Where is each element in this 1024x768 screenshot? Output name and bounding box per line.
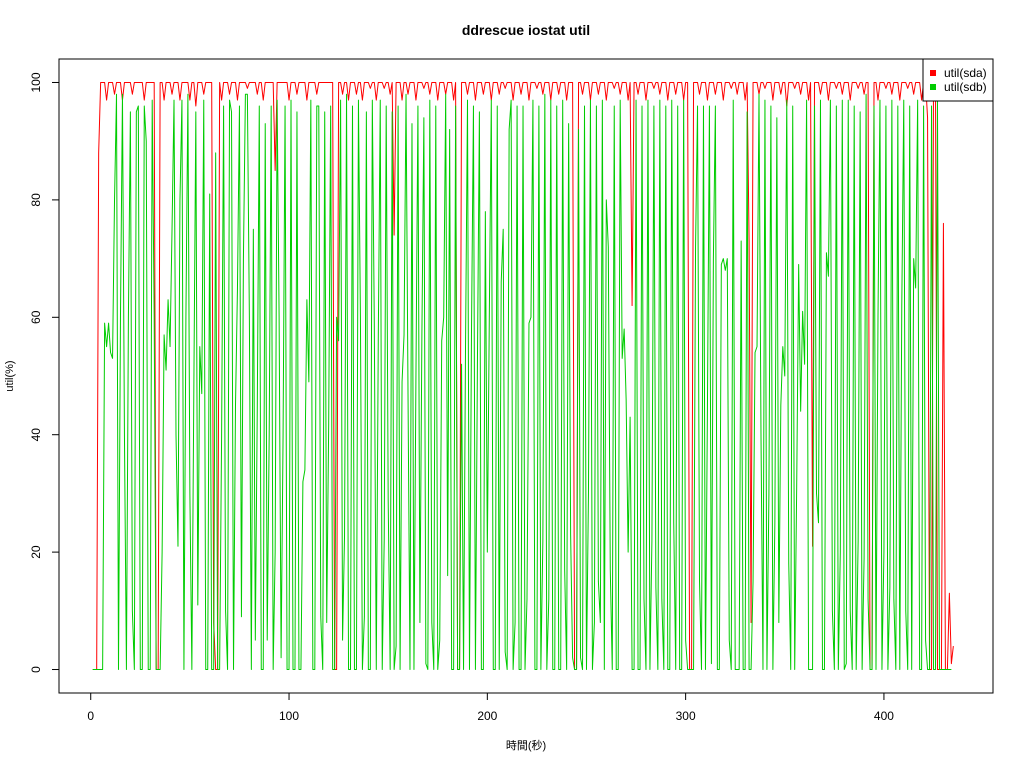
series-line-0 — [92, 81, 954, 671]
legend-swatch-sda — [930, 70, 936, 76]
legend-label-sda: util(sda) — [944, 66, 987, 80]
x-axis-label: 時間(秒) — [506, 738, 546, 752]
y-axis-label: util(%) — [4, 360, 16, 391]
series-line-1 — [92, 93, 952, 671]
legend-box — [922, 58, 994, 102]
legend: util(sda) util(sdb) — [922, 58, 994, 102]
y-tick-label: 100 — [29, 72, 43, 92]
x-tick-label: 300 — [676, 709, 696, 723]
y-tick-label: 60 — [29, 310, 43, 324]
x-tick-label: 0 — [87, 709, 94, 723]
y-axis: 0 20 40 60 80 100 — [29, 72, 60, 673]
y-tick-label: 20 — [29, 545, 43, 559]
plot-lines — [92, 81, 954, 671]
x-tick-label: 200 — [477, 709, 497, 723]
legend-label-sdb: util(sdb) — [944, 80, 987, 94]
y-tick-label: 80 — [29, 193, 43, 207]
legend-swatch-sdb — [930, 84, 936, 90]
x-tick-label: 100 — [279, 709, 299, 723]
y-tick-label: 40 — [29, 428, 43, 442]
y-tick-label: 0 — [29, 666, 43, 673]
x-axis: 0 100 200 300 400 — [87, 692, 894, 723]
chart-title: ddrescue iostat util — [462, 22, 590, 38]
x-tick-label: 400 — [874, 709, 894, 723]
